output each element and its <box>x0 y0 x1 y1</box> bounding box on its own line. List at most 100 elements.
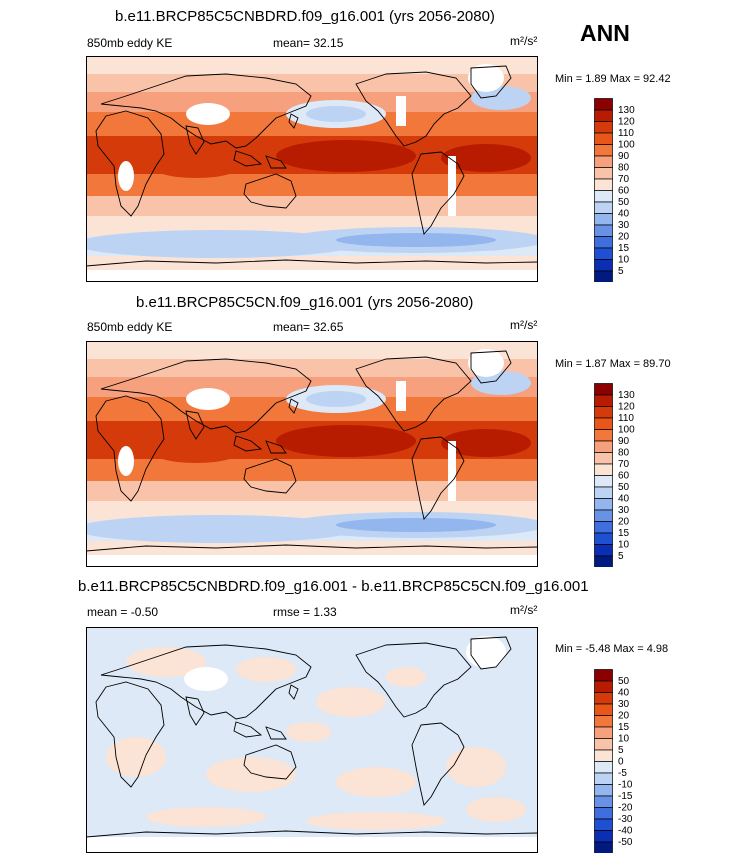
colorbar-tick-label-14: 5 <box>618 551 624 562</box>
colorbar-tick-label-7: 60 <box>618 186 630 197</box>
colorbar-tick-label-8: 50 <box>618 482 630 493</box>
panel1-title: b.e11.BRCP85C5CNBDRD.f09_g16.001 (yrs 20… <box>115 8 495 25</box>
colorbar-box-1 <box>594 109 613 122</box>
coastline-0 <box>95 395 165 502</box>
coastline-3 <box>233 435 263 452</box>
coastline-9 <box>86 259 538 267</box>
colorbar-box-2 <box>594 121 613 134</box>
lat-band-10 <box>86 555 538 567</box>
colorbar-box-15 <box>594 841 613 853</box>
panel3-map <box>86 627 538 853</box>
lat-band-5 <box>86 459 538 481</box>
panel2-units-label: m²/s² <box>510 318 538 332</box>
colorbar-box-14 <box>594 544 613 557</box>
colorbar-tick-label-5: 80 <box>618 448 630 459</box>
colorbar-box-7 <box>594 463 613 476</box>
map-frame <box>86 56 538 282</box>
colorbar-box-10 <box>594 498 613 511</box>
colorbar-tick-label-6: 70 <box>618 174 630 185</box>
colorbar-box-14 <box>594 259 613 272</box>
coastline-8 <box>411 436 465 520</box>
panel1-units-label: m²/s² <box>510 34 538 48</box>
colorbar-box-1 <box>594 680 613 693</box>
panel1-left-label: 850mb eddy KE <box>87 36 173 50</box>
map-frame <box>86 341 538 567</box>
colorbar-tick-label-6: 5 <box>618 745 624 756</box>
lat-band-6 <box>86 196 538 216</box>
colorbar-tick-label-8: -5 <box>618 768 627 779</box>
lat-band-6 <box>86 481 538 501</box>
coastline-7 <box>355 642 472 718</box>
colorbar-box-8 <box>594 761 613 774</box>
colorbar-tick-label-4: 90 <box>618 151 630 162</box>
colorbar-box-4 <box>594 715 613 728</box>
storm-track-south-a <box>86 515 356 543</box>
colorbar-box-0 <box>594 383 613 396</box>
colorbar-box-15 <box>594 270 613 282</box>
colorbar-box-8 <box>594 475 613 488</box>
tropical-pool-atlantic <box>441 144 531 172</box>
colorbar-tick-label-4: 15 <box>618 722 630 733</box>
coastline-8 <box>411 722 465 806</box>
coastline-3 <box>233 721 263 738</box>
colorbar-box-8 <box>594 190 613 203</box>
colorbar-box-5 <box>594 726 613 739</box>
missing-andes <box>448 156 456 216</box>
coastline-7 <box>355 71 472 147</box>
season-label: ANN <box>580 20 630 46</box>
missing-greenland <box>466 636 506 668</box>
colorbar-box-11 <box>594 795 613 808</box>
panel2-title: b.e11.BRCP85C5CN.f09_g16.001 (yrs 2056-2… <box>136 294 474 311</box>
colorbar-box-10 <box>594 213 613 226</box>
map-frame <box>86 627 538 853</box>
colorbar-box-15 <box>594 555 613 567</box>
colorbar-box-14 <box>594 830 613 843</box>
colorbar-box-6 <box>594 167 613 180</box>
colorbar-box-5 <box>594 440 613 453</box>
colorbar-box-13 <box>594 818 613 831</box>
colorbar-tick-label-10: 30 <box>618 505 630 516</box>
colorbar-tick-label-14: 5 <box>618 266 624 277</box>
colorbar-tick-label-1: 40 <box>618 688 630 699</box>
colorbar-tick-label-2: 30 <box>618 699 630 710</box>
colorbar-box-13 <box>594 532 613 545</box>
tropical-pool-pacific <box>276 425 416 457</box>
colorbar-tick-label-10: 30 <box>618 220 630 231</box>
missing-greenland <box>468 64 504 92</box>
coastline-2 <box>185 696 205 726</box>
colorbar-tick-label-7: 0 <box>618 757 624 768</box>
coastline-0 <box>95 110 165 217</box>
colorbar-box-9 <box>594 486 613 499</box>
colorbar-box-4 <box>594 429 613 442</box>
coastline-4 <box>265 155 287 169</box>
panel2-left-label: 850mb eddy KE <box>87 320 173 334</box>
colorbar-tick-label-11: 20 <box>618 232 630 243</box>
diff-patch-5 <box>206 757 296 792</box>
colorbar-tick-label-3: 100 <box>618 425 635 436</box>
coastline-6 <box>470 65 512 99</box>
colorbar-box-12 <box>594 521 613 534</box>
missing-rockies <box>396 381 406 411</box>
coastline-3 <box>233 150 263 167</box>
missing-andes <box>448 441 456 501</box>
storm-track-south-core <box>336 233 496 247</box>
diff-patch-10 <box>466 797 526 822</box>
colorbar-box-11 <box>594 509 613 522</box>
colorbar-box-3 <box>594 417 613 430</box>
coastline-0 <box>95 681 165 788</box>
colorbar-tick-label-3: 100 <box>618 140 635 151</box>
missing-tibet <box>186 103 230 125</box>
colorbar-tick-label-0: 50 <box>618 676 630 687</box>
tropical-pool-pacific <box>276 140 416 172</box>
lat-band-10 <box>86 270 538 282</box>
lat-band-9 <box>86 256 538 270</box>
colorbar-box-10 <box>594 784 613 797</box>
coastline-9 <box>86 544 538 552</box>
colorbar-tick-label-2: 110 <box>618 413 634 424</box>
colorbar-tick-label-6: 70 <box>618 459 630 470</box>
diff-patch-4 <box>106 737 166 777</box>
colorbar-box-4 <box>594 144 613 157</box>
diff-patch-11 <box>286 722 331 742</box>
coastline-5 <box>243 744 297 780</box>
